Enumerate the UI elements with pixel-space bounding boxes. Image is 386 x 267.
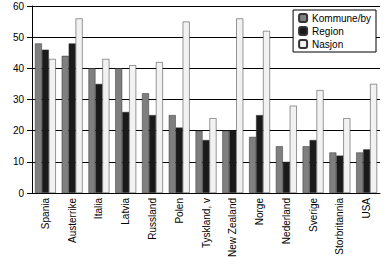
svg-text:Tyskland, v: Tyskland, v xyxy=(201,198,212,248)
svg-text:Austerrike: Austerrike xyxy=(67,198,78,243)
svg-text:40: 40 xyxy=(13,63,25,74)
svg-text:60: 60 xyxy=(13,1,25,12)
svg-text:0: 0 xyxy=(18,188,24,199)
svg-text:Region: Region xyxy=(312,26,344,37)
svg-text:USA: USA xyxy=(361,198,372,219)
svg-text:Polen: Polen xyxy=(174,198,185,224)
svg-text:Spania: Spania xyxy=(40,198,51,230)
svg-text:10: 10 xyxy=(13,156,25,167)
svg-text:Nederland: Nederland xyxy=(281,198,292,244)
svg-text:Nasjon: Nasjon xyxy=(312,39,343,50)
svg-text:50: 50 xyxy=(13,32,25,43)
svg-text:Kommune/by: Kommune/by xyxy=(312,13,371,24)
svg-text:20: 20 xyxy=(13,125,25,136)
svg-text:Latvia: Latvia xyxy=(120,198,131,225)
svg-text:Storbritannia: Storbritannia xyxy=(334,198,345,255)
svg-text:Sverige: Sverige xyxy=(308,198,319,232)
svg-text:Russland: Russland xyxy=(147,198,158,240)
svg-text:Italia: Italia xyxy=(93,198,104,220)
svg-text:New Zealand: New Zealand xyxy=(227,198,238,257)
svg-text:30: 30 xyxy=(13,94,25,105)
svg-text:Norge: Norge xyxy=(254,198,265,226)
